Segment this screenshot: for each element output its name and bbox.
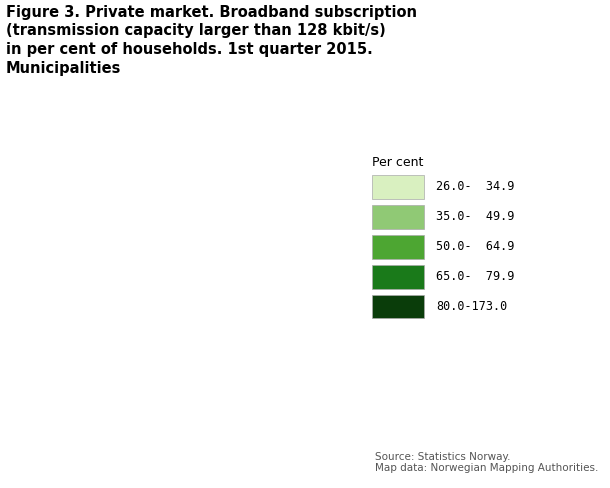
Bar — [372, 175, 425, 199]
Text: 80.0-173.0: 80.0-173.0 — [436, 300, 508, 313]
Text: Figure 3. Private market. Broadband subscription
(transmission capacity larger t: Figure 3. Private market. Broadband subs… — [6, 5, 417, 76]
Text: 65.0-  79.9: 65.0- 79.9 — [436, 270, 515, 283]
Text: Per cent: Per cent — [372, 156, 423, 169]
Text: 50.0-  64.9: 50.0- 64.9 — [436, 240, 515, 253]
Bar — [372, 294, 425, 318]
Bar — [372, 235, 425, 259]
Text: 26.0-  34.9: 26.0- 34.9 — [436, 181, 515, 193]
Text: Source: Statistics Norway.
Map data: Norwegian Mapping Authorities.: Source: Statistics Norway. Map data: Nor… — [375, 452, 598, 473]
Bar — [372, 264, 425, 288]
Bar — [372, 205, 425, 229]
Text: 35.0-  49.9: 35.0- 49.9 — [436, 210, 515, 224]
